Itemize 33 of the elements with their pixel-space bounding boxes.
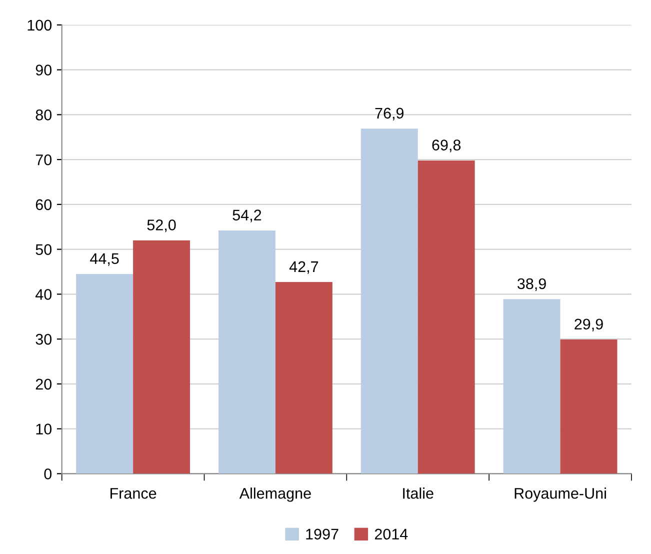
- data-label: 52,0: [147, 220, 176, 232]
- legend-label: 2014: [374, 528, 408, 540]
- y-tick-label: 50: [36, 244, 52, 255]
- bar: [218, 230, 276, 474]
- data-label: 29,9: [574, 318, 603, 332]
- x-tick-label: Italie: [403, 488, 434, 499]
- y-tick-label: 40: [35, 289, 52, 300]
- data-label: 44,5: [90, 253, 119, 266]
- data-label: 38,9: [518, 278, 546, 291]
- bar: [418, 160, 475, 474]
- y-tick-label: 30: [36, 334, 52, 345]
- x-tick-label: Royaume-Uni: [514, 488, 606, 502]
- y-tick-label: 20: [36, 378, 52, 390]
- x-tick-label: France: [110, 488, 156, 499]
- data-label: 76,9: [375, 108, 404, 120]
- y-tick-label: 0: [44, 468, 52, 480]
- data-label: 69,8: [432, 140, 461, 152]
- bar: [560, 339, 618, 474]
- bar: [275, 282, 332, 474]
- bar: [360, 128, 418, 474]
- legend-label: 1997: [306, 528, 338, 540]
- y-tick-label: 60: [36, 199, 52, 210]
- bar: [76, 274, 134, 474]
- y-tick-label: 100: [28, 20, 52, 31]
- data-label: 42,7: [289, 261, 318, 274]
- x-tick-label: Allemagne: [239, 488, 311, 502]
- y-tick-label: 80: [36, 110, 52, 120]
- bar: [503, 299, 560, 474]
- y-tick-label: 70: [36, 154, 52, 166]
- y-tick-label: 90: [36, 64, 52, 76]
- bar: [133, 240, 190, 474]
- data-label: 54,2: [232, 210, 262, 222]
- y-tick-label: 10: [36, 424, 52, 434]
